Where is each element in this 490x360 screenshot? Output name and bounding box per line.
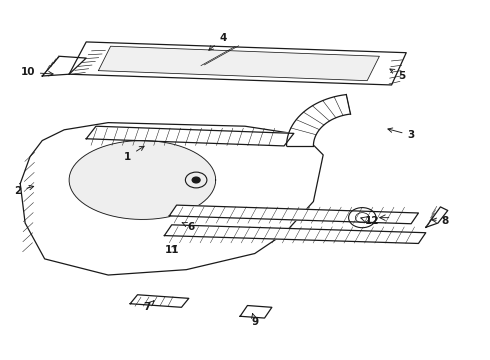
Polygon shape: [240, 306, 272, 318]
Polygon shape: [426, 207, 448, 227]
Text: 8: 8: [432, 216, 449, 226]
Polygon shape: [130, 295, 189, 307]
Polygon shape: [20, 123, 323, 275]
Polygon shape: [69, 42, 406, 85]
Text: 9: 9: [251, 314, 258, 327]
Text: 2: 2: [14, 185, 34, 196]
Circle shape: [192, 177, 200, 183]
Text: 5: 5: [390, 69, 405, 81]
Text: 6: 6: [182, 222, 195, 231]
Polygon shape: [42, 56, 86, 76]
Polygon shape: [164, 225, 426, 243]
Text: 4: 4: [209, 33, 227, 50]
Text: 12: 12: [361, 216, 379, 226]
Polygon shape: [169, 205, 418, 224]
Polygon shape: [69, 140, 216, 220]
Text: 7: 7: [144, 301, 154, 312]
Text: 11: 11: [165, 245, 179, 255]
Text: 1: 1: [124, 146, 144, 162]
Text: 3: 3: [388, 128, 415, 140]
Polygon shape: [86, 126, 294, 146]
Text: 10: 10: [20, 67, 53, 77]
Polygon shape: [287, 95, 350, 146]
Polygon shape: [98, 46, 379, 81]
